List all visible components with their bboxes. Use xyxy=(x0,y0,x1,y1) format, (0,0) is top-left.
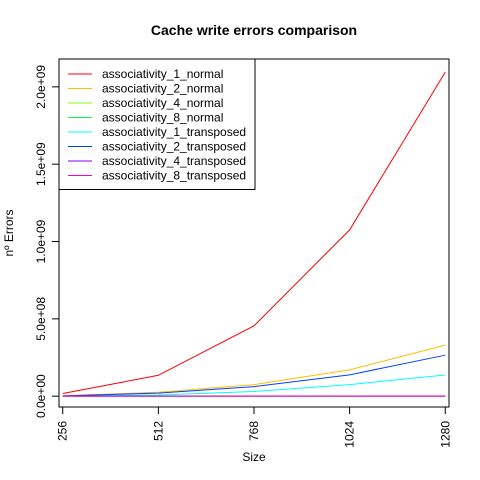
x-tick-label: 512 xyxy=(151,421,165,441)
y-tick-label: 2.0e+09 xyxy=(34,65,48,109)
legend-entry: associativity_4_transposed xyxy=(102,154,246,168)
chart-title: Cache write errors comparison xyxy=(151,22,357,38)
y-tick-label: 0.0e+00 xyxy=(34,374,48,418)
x-axis-label: Size xyxy=(242,450,266,464)
legend: associativity_1_normalassociativity_2_no… xyxy=(58,58,256,190)
x-tick-label: 1024 xyxy=(343,421,357,448)
series-line-associativity_1_normal xyxy=(62,71,446,395)
legend-box xyxy=(58,58,256,190)
x-tick-label: 1280 xyxy=(438,421,452,448)
y-axis-label: nº Errors xyxy=(2,209,16,256)
legend-entry: associativity_2_transposed xyxy=(102,140,246,154)
legend-entry: associativity_4_normal xyxy=(102,96,223,110)
x-tick-label: 256 xyxy=(56,421,70,441)
legend-entry: associativity_1_normal xyxy=(102,67,223,81)
series-line-associativity_2_transposed xyxy=(62,354,446,397)
series-line-associativity_1_transposed xyxy=(62,374,446,397)
series-lines xyxy=(62,71,446,397)
x-tick-label: 768 xyxy=(247,421,261,441)
y-tick-label: 1.5e+09 xyxy=(34,142,48,186)
legend-entry: associativity_8_transposed xyxy=(102,169,246,183)
x-axis: 256 512 768 1024 1280 xyxy=(56,406,452,448)
y-tick-label: 1.0e+09 xyxy=(34,219,48,263)
series-line-associativity_2_normal xyxy=(62,344,446,397)
legend-entry: associativity_2_normal xyxy=(102,82,223,96)
legend-entry: associativity_8_normal xyxy=(102,111,223,125)
legend-entry: associativity_1_transposed xyxy=(102,125,246,139)
y-tick-label: 5.0e+08 xyxy=(34,297,48,341)
y-axis: 0.0e+00 5.0e+08 1.0e+09 1.5e+09 2.0e+09 xyxy=(34,65,60,418)
